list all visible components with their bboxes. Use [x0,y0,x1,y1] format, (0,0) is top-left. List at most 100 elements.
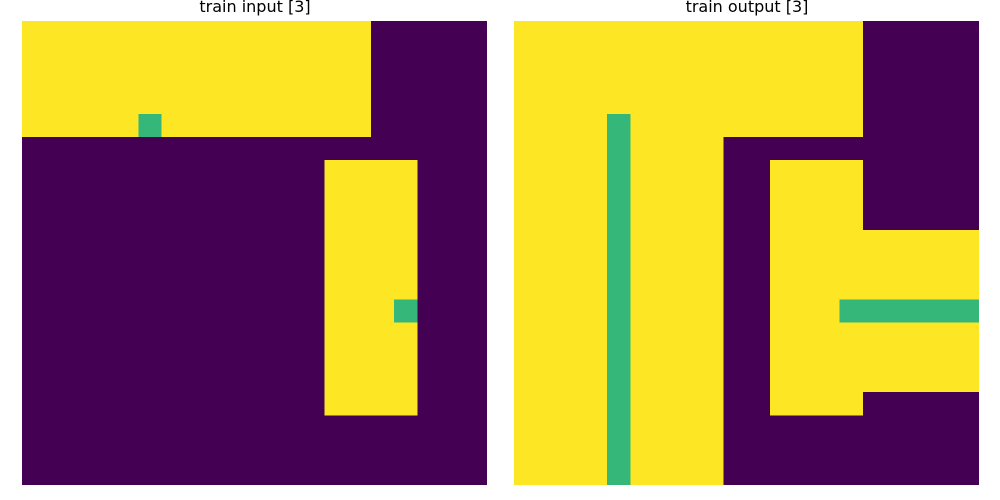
grid-cell [464,346,487,370]
grid-cell [22,114,46,138]
grid-cell [933,299,957,323]
grid-cell [793,369,817,393]
grid-cell [584,230,608,254]
grid-cell [561,323,585,347]
grid-cell [324,276,348,300]
grid-cell [115,369,139,393]
grid-cell [840,44,864,68]
grid-cell [793,299,817,323]
grid-cell [441,230,465,254]
train-output-grid [514,21,979,485]
grid-cell [630,114,654,138]
grid-cell [208,299,232,323]
grid-cell [162,230,186,254]
grid-cell [886,183,910,207]
grid-cell [208,207,232,231]
grid-cell [301,392,325,416]
grid-cell [69,44,93,68]
grid-cell [723,299,747,323]
grid-cell [933,392,957,416]
grid-cell [956,137,979,161]
grid-cell [92,44,116,68]
grid-cell [607,183,631,207]
grid-cell [69,439,93,463]
grid-cell [630,230,654,254]
grid-cell [394,207,418,231]
grid-cell [863,91,887,115]
grid-cell [138,415,162,439]
grid-cell [22,392,46,416]
grid-cell [654,91,678,115]
grid-cell [301,230,325,254]
grid-cell [185,44,209,68]
grid-cell [677,253,701,277]
grid-cell [956,439,979,463]
grid-cell [185,21,209,45]
grid-cell [324,183,348,207]
grid-cell [537,160,561,184]
grid-cell [441,415,465,439]
grid-cell [630,160,654,184]
grid-cell [654,183,678,207]
grid-cell [654,160,678,184]
grid-cell [770,67,794,91]
grid-cell [723,415,747,439]
grid-cell [700,207,724,231]
grid-cell [324,44,348,68]
grid-cell [138,44,162,68]
grid-cell [793,439,817,463]
grid-cell [607,137,631,161]
grid-cell [933,253,957,277]
grid-cell [138,369,162,393]
grid-cell [22,67,46,91]
grid-cell [677,230,701,254]
grid-cell [770,439,794,463]
grid-cell [933,369,957,393]
grid-cell [278,183,302,207]
grid-cell [464,21,487,45]
grid-cell [677,44,701,68]
grid-cell [69,462,93,485]
grid-cell [162,253,186,277]
grid-cell [92,392,116,416]
grid-cell [45,415,69,439]
grid-cell [723,67,747,91]
grid-cell [700,230,724,254]
grid-cell [348,114,372,138]
grid-cell [185,369,209,393]
grid-cell [700,323,724,347]
grid-cell [92,207,116,231]
grid-cell [770,91,794,115]
grid-cell [677,392,701,416]
grid-cell [584,91,608,115]
grid-cell [561,114,585,138]
grid-cell [255,114,279,138]
grid-cell [886,44,910,68]
grid-cell [255,67,279,91]
grid-cell [464,183,487,207]
grid-cell [464,323,487,347]
grid-cell [886,346,910,370]
grid-cell [92,91,116,115]
grid-cell [348,137,372,161]
grid-cell [92,415,116,439]
grid-cell [723,137,747,161]
grid-cell [863,207,887,231]
grid-cell [301,137,325,161]
grid-cell [231,21,255,45]
grid-cell [723,91,747,115]
grid-cell [793,462,817,485]
grid-cell [22,44,46,68]
grid-cell [700,276,724,300]
grid-cell [607,160,631,184]
grid-cell [840,323,864,347]
grid-cell [348,276,372,300]
grid-cell [22,323,46,347]
grid-cell [770,207,794,231]
grid-cell [255,91,279,115]
grid-cell [115,462,139,485]
grid-cell [747,160,771,184]
grid-cell [92,369,116,393]
grid-cell [115,137,139,161]
grid-cell [863,276,887,300]
